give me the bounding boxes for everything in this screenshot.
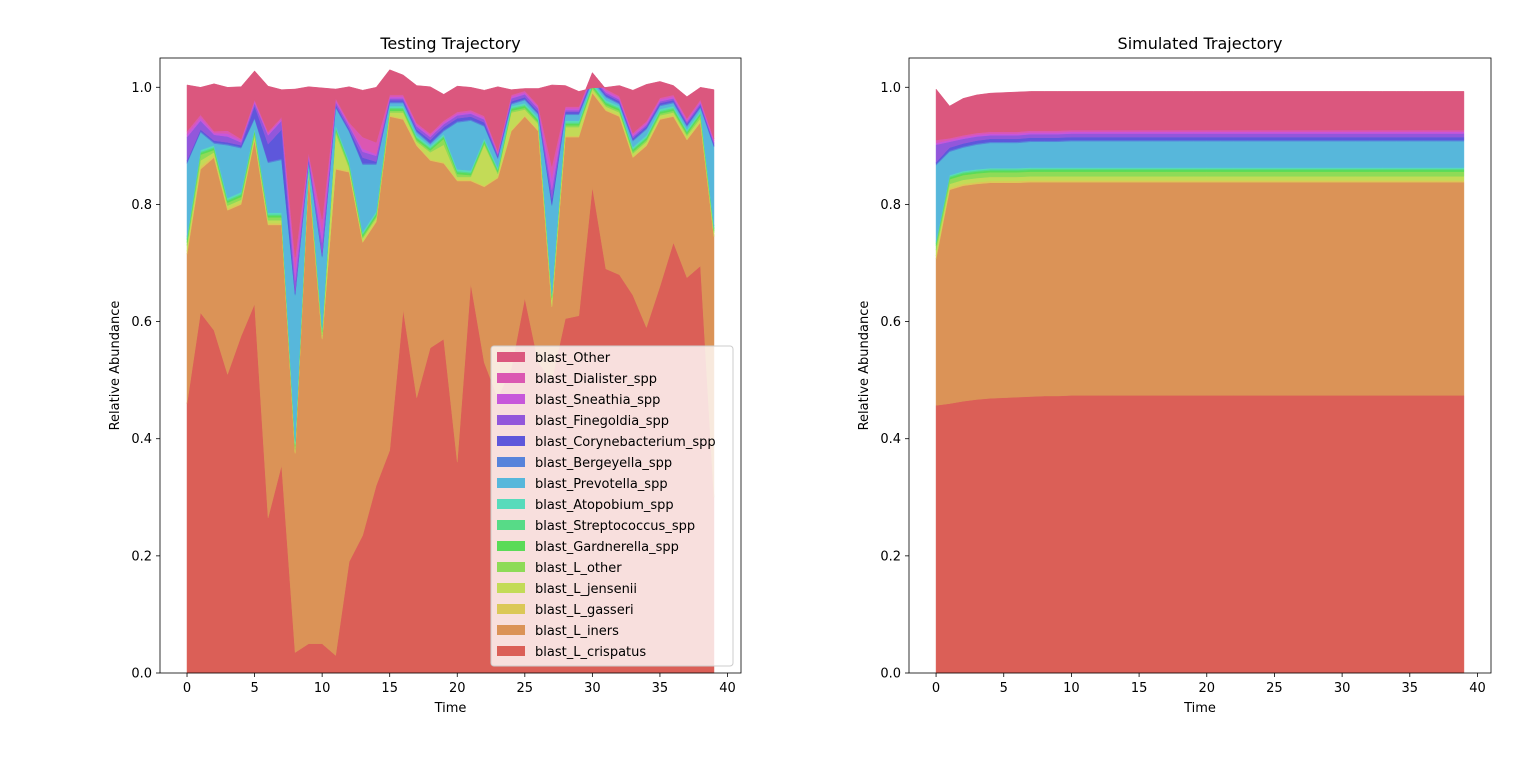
legend-swatch [497, 394, 525, 404]
legend-swatch [497, 457, 525, 467]
testing-x-tick-label: 40 [719, 681, 736, 696]
legend-label: blast_L_jensenii [535, 582, 637, 597]
simulated-y-tick-label: 0.4 [880, 432, 901, 447]
legend-swatch [497, 436, 525, 446]
simulated-y-tick-label: 1.0 [880, 81, 901, 96]
simulated-chart-title: Simulated Trajectory [1118, 34, 1283, 53]
testing-chart: 0 5 10 15 20 25 30 35 40 0.0 0.2 0.4 0.6 0.8 1.0 Testi… [108, 34, 742, 716]
legend-label: blast_L_crispatus [535, 645, 646, 660]
testing-x-tick-label: 5 [250, 681, 258, 696]
testing-chart-x-axis-label: Time [434, 701, 467, 716]
simulated-x-tick-label: 10 [1063, 681, 1080, 696]
simulated-chart-x-axis-label: Time [1183, 701, 1216, 716]
testing-chart-y-axis-label: Relative Abundance [108, 301, 123, 431]
legend-swatch [497, 604, 525, 614]
testing-chart-ticks: 0 5 10 15 20 25 30 35 40 0.0 0.2 0.4 0.6 0.8 1.0 [131, 81, 735, 696]
simulated-y-tick-label: 0.6 [880, 315, 901, 330]
testing-x-tick-label: 10 [314, 681, 331, 696]
simulated-x-tick-label: 35 [1402, 681, 1419, 696]
legend-swatch [497, 520, 525, 530]
legend-box [490, 345, 734, 667]
testing-x-tick-label: 20 [449, 681, 466, 696]
legend-label: blast_Bergeyella_spp [535, 456, 672, 471]
simulated-x-tick-label: 20 [1198, 681, 1215, 696]
testing-x-tick-label: 15 [381, 681, 398, 696]
legend-swatch [497, 373, 525, 383]
legend-swatch [497, 583, 525, 593]
testing-area-blast-other [186, 69, 715, 258]
legend-label: blast_Gardnerella_spp [535, 540, 679, 555]
legend-label: blast_Other [535, 351, 611, 366]
testing-x-tick-label: 30 [584, 681, 601, 696]
legend-swatch [497, 352, 525, 362]
testing-chart-frame [159, 57, 742, 674]
legend-swatch [497, 646, 525, 656]
legend-swatch [497, 415, 525, 425]
simulated-area-blast-l-crispatus [935, 395, 1465, 674]
testing-chart-title: Testing Trajectory [379, 34, 520, 53]
testing-y-tick-label: 0.0 [131, 667, 152, 682]
testing-y-tick-label: 0.2 [131, 549, 152, 564]
legend-label: blast_L_iners [535, 624, 619, 639]
legend-label: blast_Dialister_spp [535, 372, 657, 387]
simulated-x-tick-label: 30 [1334, 681, 1351, 696]
legend-label: blast_Finegoldia_spp [535, 414, 669, 429]
simulated-x-tick-label: 15 [1131, 681, 1148, 696]
simulated-chart: 0 5 10 15 20 25 30 35 40 0.0 0.2 0.4 0.6 0.8 1.0 Simul… [857, 34, 1492, 716]
legend-swatch [497, 625, 525, 635]
simulated-x-tick-label: 5 [1000, 681, 1008, 696]
legend-swatch [497, 478, 525, 488]
simulated-x-tick-label: 25 [1266, 681, 1283, 696]
simulated-y-tick-label: 0.8 [880, 198, 901, 213]
testing-x-tick-label: 25 [517, 681, 534, 696]
legend-swatch [497, 541, 525, 551]
legend-label: blast_Corynebacterium_spp [535, 435, 716, 450]
simulated-x-tick-label: 40 [1469, 681, 1486, 696]
simulated-chart-ticks: 0 5 10 15 20 25 30 35 40 0.0 0.2 0.4 0.6 0.8 1.0 [880, 81, 1485, 696]
simulated-area-blast-other [935, 88, 1465, 141]
simulated-chart-frame [908, 57, 1492, 674]
legend-label: blast_Atopobium_spp [535, 498, 674, 513]
legend-swatch [497, 499, 525, 509]
testing-y-tick-label: 0.6 [131, 315, 152, 330]
legend-label: blast_L_gasseri [535, 603, 634, 618]
simulated-chart-areas [935, 88, 1465, 674]
simulated-chart-y-axis-label: Relative Abundance [857, 301, 872, 431]
simulated-area-blast-l-iners [935, 181, 1465, 406]
testing-x-tick-label: 35 [652, 681, 669, 696]
testing-x-tick-label: 0 [183, 681, 191, 696]
legend-label: blast_Sneathia_spp [535, 393, 660, 408]
legend-label: blast_Prevotella_spp [535, 477, 668, 492]
testing-y-tick-label: 0.8 [131, 198, 152, 213]
testing-y-tick-label: 1.0 [131, 81, 152, 96]
testing-y-tick-label: 0.4 [131, 432, 152, 447]
legend-swatch [497, 562, 525, 572]
legend-label: blast_Streptococcus_spp [535, 519, 695, 534]
simulated-y-tick-label: 0.0 [880, 667, 901, 682]
simulated-x-tick-label: 0 [932, 681, 940, 696]
legend-label: blast_L_other [535, 561, 622, 576]
simulated-y-tick-label: 0.2 [880, 549, 901, 564]
testing-chart-legend: blast_Other blast_Dialister_spp blast_Snea… [490, 345, 734, 667]
